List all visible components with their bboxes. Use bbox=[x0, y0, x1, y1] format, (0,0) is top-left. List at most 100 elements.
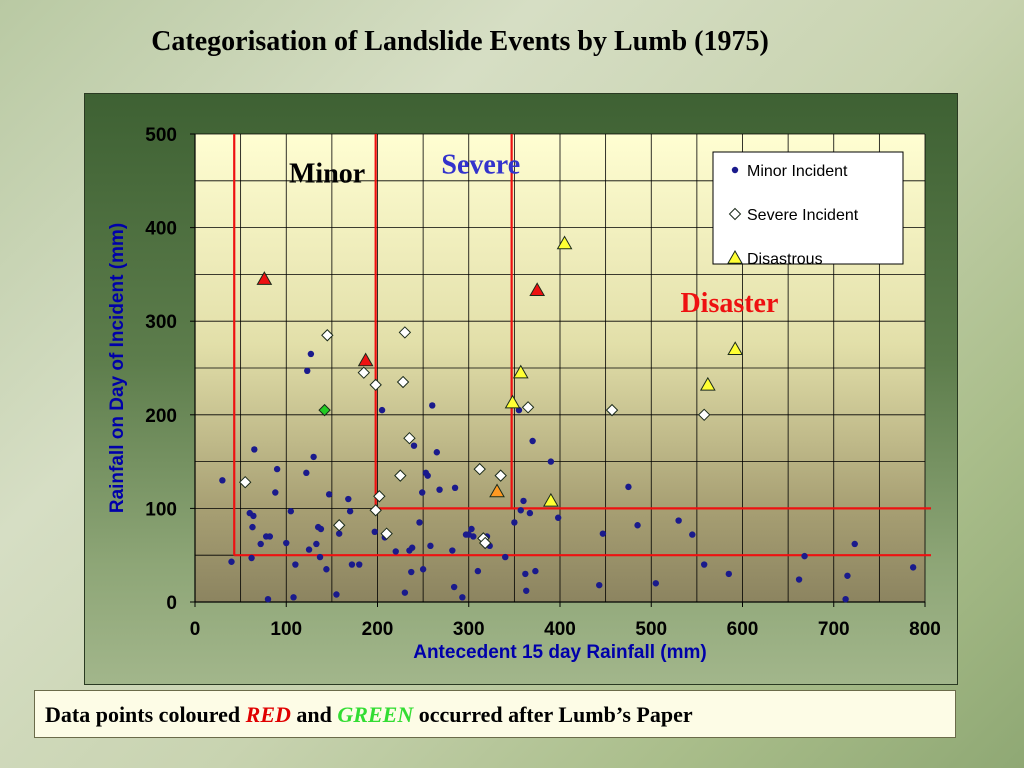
footer-note: Data points coloured RED and GREEN occur… bbox=[34, 690, 956, 738]
minor-incident-point bbox=[459, 594, 466, 601]
minor-incident-point bbox=[689, 531, 696, 538]
minor-incident-point bbox=[356, 561, 363, 568]
severe-incident-point bbox=[380, 527, 393, 540]
disastrous-point bbox=[489, 483, 505, 498]
x-tick-label: 800 bbox=[909, 619, 941, 640]
minor-incident-point bbox=[248, 554, 255, 562]
tick-labels: 0 100 200 300 400 500 600 700 800 0 100 200 300 400 50… bbox=[145, 125, 941, 640]
minor-incident-point bbox=[419, 566, 427, 573]
minor-incident-point bbox=[283, 539, 290, 547]
minor-incident-point bbox=[474, 567, 482, 575]
minor-incident-point bbox=[700, 561, 708, 568]
severe-incident-point bbox=[357, 366, 371, 379]
y-tick-label: 500 bbox=[145, 125, 177, 146]
minor-incident-point bbox=[287, 508, 295, 515]
minor-incident-point bbox=[410, 442, 418, 449]
disastrous-point bbox=[529, 282, 546, 297]
disastrous-point bbox=[504, 394, 521, 409]
legend-label: Severe Incident bbox=[747, 207, 859, 224]
severe-incident-point bbox=[473, 462, 486, 476]
minor-incident-point bbox=[316, 553, 324, 561]
legend-box bbox=[712, 151, 904, 265]
minor-incident-point bbox=[427, 542, 434, 550]
region-label: Disaster bbox=[680, 288, 778, 319]
severe-incident-point bbox=[403, 431, 416, 445]
minor-incident-point bbox=[652, 580, 660, 587]
data-points bbox=[219, 235, 917, 603]
x-tick-label: 100 bbox=[270, 619, 302, 640]
category-boundaries bbox=[233, 134, 931, 557]
y-tick-label: 0 bbox=[166, 593, 177, 614]
minor-incident-point bbox=[250, 512, 257, 520]
severe-incident-point bbox=[321, 329, 334, 342]
minor-incident-point bbox=[273, 465, 281, 473]
minor-incident-point bbox=[596, 581, 603, 589]
minor-incident-point bbox=[348, 561, 356, 568]
minor-incident-point bbox=[433, 449, 441, 456]
minor-incident-point bbox=[429, 402, 436, 409]
minor-incident-point bbox=[725, 570, 733, 578]
severe-incident-point bbox=[332, 519, 346, 532]
disastrous-point bbox=[357, 352, 374, 367]
severe-incident-point bbox=[369, 378, 382, 392]
legend-label: Disastrous bbox=[747, 251, 823, 268]
minor-incident-point bbox=[517, 507, 524, 514]
minor-incident-point bbox=[346, 508, 354, 515]
minor-incident-point bbox=[335, 530, 343, 537]
minor-incident-point bbox=[419, 489, 426, 496]
x-tick-label: 500 bbox=[635, 619, 667, 640]
footer-text-3: occurred after Lumb’s Paper bbox=[413, 702, 693, 727]
x-tick-label: 600 bbox=[727, 619, 759, 640]
minor-incident-point bbox=[547, 458, 555, 465]
severe-incident-point bbox=[398, 326, 412, 339]
chart-frame: 0 100 200 300 400 500 600 700 800 0 100 200 300 400 50… bbox=[84, 93, 958, 685]
x-tick-label: 400 bbox=[544, 619, 576, 640]
region-labels: Minor Severe Disaster bbox=[289, 149, 778, 319]
minor-incident-point bbox=[290, 594, 297, 601]
minor-incident-point bbox=[634, 522, 641, 529]
minor-incident-point bbox=[675, 517, 682, 524]
severe-incident-point bbox=[373, 490, 386, 503]
minor-incident-point bbox=[323, 566, 330, 573]
minor-incident-point bbox=[529, 437, 536, 445]
y-tick-label: 200 bbox=[145, 406, 177, 427]
page-title: Categorisation of Landslide Events by Lu… bbox=[151, 26, 769, 57]
minor-incident-point bbox=[520, 497, 527, 505]
disastrous-point bbox=[699, 376, 716, 391]
minor-incident-point bbox=[292, 561, 299, 568]
footer-red-word: RED bbox=[245, 702, 291, 727]
scatter-chart: 0 100 200 300 400 500 600 700 800 0 100 200 300 400 50… bbox=[107, 125, 941, 663]
minor-incident-point bbox=[303, 469, 310, 477]
minor-incident-point bbox=[424, 472, 431, 479]
minor-incident-point bbox=[470, 533, 477, 540]
minor-incident-point bbox=[625, 483, 632, 491]
minor-incident-point bbox=[436, 486, 443, 493]
x-axis-label: Antecedent 15 day Rainfall (mm) bbox=[413, 642, 707, 663]
minor-incident-point bbox=[450, 583, 458, 591]
minor-incident-point bbox=[307, 350, 315, 358]
severe-incident-point bbox=[494, 469, 507, 482]
legend: Minor Incident Severe Incident Disastrous bbox=[712, 151, 904, 268]
minor-incident-point bbox=[842, 595, 849, 603]
gridlines bbox=[194, 133, 926, 603]
disastrous-point bbox=[512, 364, 529, 379]
severe-incident-point bbox=[521, 401, 535, 414]
legend-marker bbox=[728, 207, 742, 221]
minor-incident-point bbox=[228, 558, 235, 565]
region-label: Minor bbox=[289, 159, 365, 190]
legend-label: Minor Incident bbox=[747, 163, 848, 180]
minor-incident-point bbox=[249, 523, 256, 531]
minor-incident-point bbox=[515, 406, 523, 414]
disastrous-point bbox=[556, 235, 573, 250]
minor-incident-point bbox=[795, 576, 803, 583]
severe-incident-point bbox=[318, 403, 331, 417]
y-tick-label: 300 bbox=[145, 312, 177, 333]
legend-marker bbox=[731, 166, 739, 174]
severe-incident-point bbox=[478, 536, 492, 550]
severe-incident-point bbox=[369, 504, 382, 517]
y-tick-label: 100 bbox=[145, 499, 177, 520]
minor-incident-point bbox=[317, 525, 325, 533]
minor-incident-point bbox=[392, 548, 399, 555]
legend-marker bbox=[727, 249, 743, 264]
footer-text-2: and bbox=[290, 702, 338, 727]
